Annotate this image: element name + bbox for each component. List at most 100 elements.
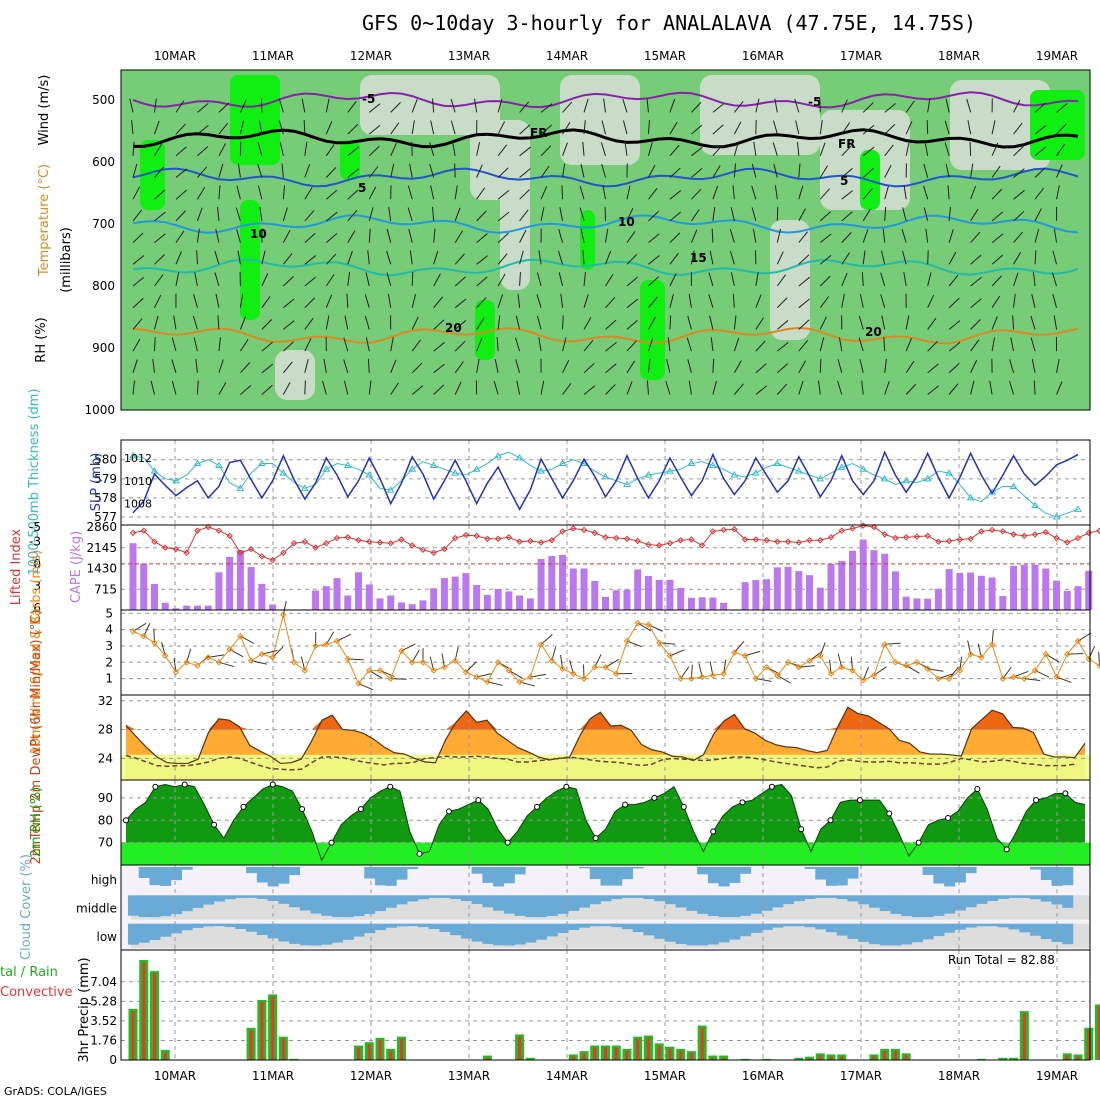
cloud-cell xyxy=(697,867,709,875)
cloud-cell xyxy=(310,895,322,914)
lifted-index-point xyxy=(720,526,727,534)
precip-convective-bar xyxy=(1087,1029,1091,1060)
cape-bar xyxy=(945,569,953,610)
wind-barb xyxy=(561,185,564,200)
wind-barb xyxy=(196,207,203,222)
wind-barb xyxy=(948,251,957,265)
lifted-index-point xyxy=(408,542,416,549)
wind-barb xyxy=(991,211,1004,222)
wind-barb xyxy=(519,271,521,287)
date-label: 17MAR xyxy=(840,1069,882,1083)
wind-barb xyxy=(601,163,606,178)
cloud-cell xyxy=(579,895,591,908)
thickness-point xyxy=(880,474,889,482)
wind-speed-point xyxy=(527,673,534,681)
wind-barb xyxy=(343,359,349,373)
rh-point xyxy=(680,803,687,810)
wind-barb xyxy=(497,98,503,113)
wind-barb xyxy=(605,297,616,309)
lifted-index-point xyxy=(387,539,394,547)
cloud-cell xyxy=(138,895,150,917)
wind-barb xyxy=(841,99,848,113)
pressure-tick-label: 600 xyxy=(92,155,115,169)
wind-speed-point xyxy=(312,642,319,650)
saturated-air-patch xyxy=(140,140,165,210)
wind-barb xyxy=(605,319,617,330)
lifted-index-cape-panel: -5-3 0 3 6 715 1430 2145 2860 Lifted Index CAPE (… xyxy=(9,520,1100,615)
wind-barb xyxy=(197,124,209,135)
wind-barb xyxy=(557,250,564,265)
cape-bar xyxy=(569,568,577,610)
wind-speed-point xyxy=(301,667,309,674)
cape-bar xyxy=(612,590,620,610)
cloud-cell xyxy=(1040,895,1052,902)
cloud-cell xyxy=(149,923,161,940)
cloud-cell xyxy=(858,895,870,905)
cloud-cell xyxy=(836,923,848,936)
cape-tick-label: 2860 xyxy=(86,520,117,534)
wind-barb xyxy=(665,380,671,395)
wind-barb xyxy=(862,146,875,157)
precip-convective-bar xyxy=(271,996,275,1060)
wind-speed-point xyxy=(1074,637,1082,645)
date-label: 10MAR xyxy=(154,49,196,63)
wind-speed-point xyxy=(280,611,287,619)
rh-low-band xyxy=(121,842,1090,865)
lifted-index-point xyxy=(1010,531,1017,538)
cloud-cell xyxy=(557,923,569,934)
wind-barb xyxy=(819,98,821,113)
temperature-legend-label: Temperature (°C) xyxy=(37,164,52,277)
wind-barb xyxy=(733,383,744,395)
lifted-index-point xyxy=(140,527,147,534)
wind-barb xyxy=(519,209,529,222)
wind-barb xyxy=(945,163,950,178)
isotherm-line xyxy=(132,91,1079,109)
wind-barb xyxy=(1034,124,1047,135)
cape-bar xyxy=(580,568,588,610)
wind-barb xyxy=(497,315,501,330)
wind-barb xyxy=(196,250,198,265)
wind-barb xyxy=(218,359,224,373)
wind-barb xyxy=(175,146,187,157)
rh-point xyxy=(739,799,746,806)
rh-point xyxy=(475,797,482,804)
cloud-cell xyxy=(933,923,945,937)
lifted-index-point xyxy=(1053,534,1060,542)
wind-barb xyxy=(708,294,714,308)
wind-barb xyxy=(325,631,335,645)
cloud-cell xyxy=(729,923,741,940)
wind-barb xyxy=(261,341,273,352)
lifted-index-point xyxy=(247,545,255,553)
thickness-point xyxy=(773,459,782,467)
rh-point xyxy=(357,806,364,813)
wind-barb xyxy=(1052,250,1058,265)
cloud-cell xyxy=(621,867,633,880)
wind-speed-point xyxy=(548,657,556,664)
wind-barb xyxy=(454,276,466,287)
wind-barb xyxy=(1009,380,1015,395)
precip-total-bar xyxy=(740,1058,750,1060)
wind-barb xyxy=(690,209,700,222)
cape-bar xyxy=(816,587,824,610)
wind-speed-point xyxy=(537,641,545,648)
wind-barb xyxy=(626,340,637,352)
cloud-cell xyxy=(160,867,172,886)
cape-bar xyxy=(397,602,405,610)
cloud-cell xyxy=(954,895,966,911)
lifted-index-point xyxy=(516,538,523,545)
lifted-index-point xyxy=(1021,532,1028,540)
wind-barb xyxy=(562,121,571,135)
wind-barb xyxy=(751,185,757,200)
wind-speed-point xyxy=(774,672,781,679)
lifted-index-point xyxy=(913,533,921,540)
lifted-index-point xyxy=(527,537,534,545)
wind-speed-point xyxy=(183,659,190,666)
cloud-cell xyxy=(826,923,838,933)
precip-convective-bar xyxy=(152,973,156,1060)
wind-barb xyxy=(927,294,935,308)
wind-barb xyxy=(454,230,464,243)
precip-total-bar xyxy=(1009,1057,1019,1060)
wind-speed-point xyxy=(1096,662,1100,669)
wind-barb xyxy=(540,124,553,135)
lifted-index-point xyxy=(763,537,770,544)
